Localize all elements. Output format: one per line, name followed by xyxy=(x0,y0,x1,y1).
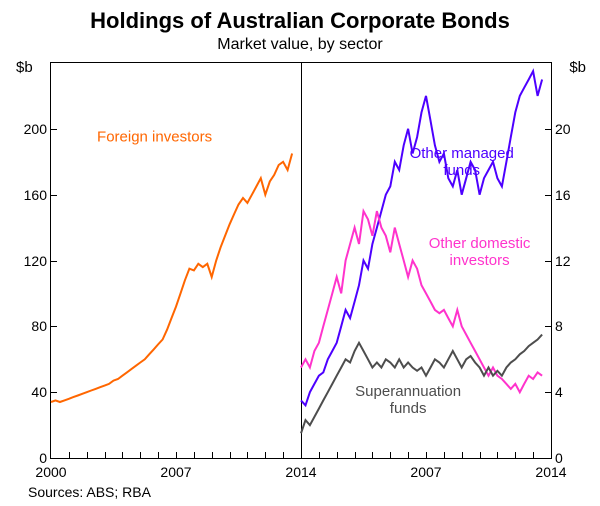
x-minor-tick xyxy=(69,452,70,458)
y-tick-right: 16 xyxy=(555,187,595,203)
y-tick-right: 8 xyxy=(555,318,595,334)
x-minor-tick xyxy=(283,452,284,458)
y-tick-mark-left xyxy=(51,392,57,393)
x-minor-tick xyxy=(355,452,356,458)
y-tick-mark-left xyxy=(51,458,57,459)
source-text: Sources: ABS; RBA xyxy=(28,484,151,500)
y-tick-right: 12 xyxy=(555,253,595,269)
y-tick-right: 20 xyxy=(555,121,595,137)
x-minor-tick xyxy=(426,452,427,458)
y-tick-left: 200 xyxy=(7,121,47,137)
y-tick-left: 120 xyxy=(7,253,47,269)
x-minor-tick xyxy=(480,452,481,458)
x-tick-left: 2007 xyxy=(160,464,191,480)
y-tick-mark-left xyxy=(51,129,57,130)
x-tick-left: 2000 xyxy=(35,464,66,480)
x-minor-tick xyxy=(390,452,391,458)
x-minor-tick xyxy=(87,452,88,458)
x-minor-tick xyxy=(140,452,141,458)
series-label-foreign_investors: Foreign investors xyxy=(97,129,212,146)
x-minor-tick xyxy=(337,452,338,458)
x-minor-tick xyxy=(105,452,106,458)
x-minor-tick xyxy=(372,452,373,458)
x-minor-tick xyxy=(122,452,123,458)
x-minor-tick xyxy=(497,452,498,458)
y-tick-mark-left xyxy=(51,261,57,262)
plot-area: $b $b 0408012016020004812162020002007201… xyxy=(50,62,552,459)
x-minor-tick xyxy=(462,452,463,458)
y-unit-right: $b xyxy=(569,59,586,76)
x-minor-tick xyxy=(247,452,248,458)
x-tick-right: 2014 xyxy=(535,464,566,480)
x-minor-tick xyxy=(158,452,159,458)
series-label-other_domestic_investors: Other domesticinvestors xyxy=(429,235,531,269)
y-tick-right: 4 xyxy=(555,384,595,400)
chart-subtitle: Market value, by sector xyxy=(0,36,600,54)
panel-left xyxy=(51,63,302,458)
chart-title: Holdings of Australian Corporate Bonds xyxy=(0,0,600,34)
y-tick-mark-left xyxy=(51,195,57,196)
chart-container: Holdings of Australian Corporate Bonds M… xyxy=(0,0,600,506)
series-label-superannuation_funds: Superannuationfunds xyxy=(355,383,461,417)
y-tick-mark-right xyxy=(545,195,551,196)
y-tick-left: 40 xyxy=(7,384,47,400)
y-tick-left: 160 xyxy=(7,187,47,203)
x-minor-tick xyxy=(176,452,177,458)
series-foreign_investors xyxy=(51,154,292,403)
x-minor-tick xyxy=(194,452,195,458)
y-tick-mark-right xyxy=(545,392,551,393)
y-tick-mark-left xyxy=(51,326,57,327)
y-tick-mark-right xyxy=(545,326,551,327)
x-minor-tick xyxy=(230,452,231,458)
y-tick-mark-right xyxy=(545,261,551,262)
panel-left-svg xyxy=(51,63,301,458)
x-minor-tick xyxy=(212,452,213,458)
x-minor-tick xyxy=(319,452,320,458)
y-tick-mark-right xyxy=(545,129,551,130)
x-minor-tick xyxy=(533,452,534,458)
x-tick-left: 2014 xyxy=(285,464,316,480)
y-tick-mark-right xyxy=(545,458,551,459)
x-minor-tick xyxy=(515,452,516,458)
x-tick-right: 2007 xyxy=(410,464,441,480)
y-unit-left: $b xyxy=(16,59,33,76)
y-tick-left: 80 xyxy=(7,318,47,334)
x-minor-tick xyxy=(444,452,445,458)
series-label-other_managed_funds: Other managedfunds xyxy=(410,145,514,179)
x-minor-tick xyxy=(265,452,266,458)
x-minor-tick xyxy=(408,452,409,458)
